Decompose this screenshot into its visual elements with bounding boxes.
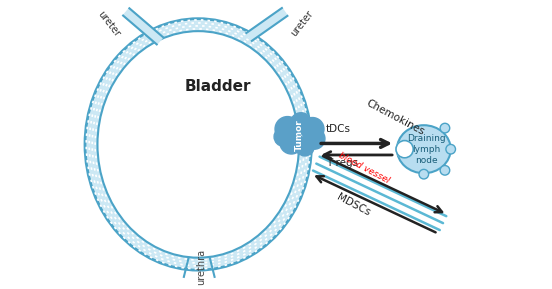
Circle shape [446,144,455,154]
Text: Chemokines: Chemokines [364,98,426,137]
Ellipse shape [397,125,450,173]
Circle shape [295,137,315,156]
Circle shape [396,140,413,158]
Circle shape [301,118,324,140]
Ellipse shape [85,19,311,270]
Circle shape [304,128,325,149]
Circle shape [440,123,450,133]
Circle shape [275,116,300,142]
Circle shape [290,113,311,134]
Circle shape [419,169,428,179]
Text: ureter: ureter [96,9,122,38]
Polygon shape [246,8,288,41]
Text: blood vessel: blood vessel [337,151,391,186]
Text: Tumor: Tumor [295,119,304,151]
Text: urethra: urethra [196,249,206,285]
Circle shape [280,131,303,154]
Text: ureter: ureter [289,9,315,38]
Circle shape [274,127,293,146]
Text: tDCs: tDCs [326,124,351,134]
Text: T regs: T regs [326,158,358,168]
Ellipse shape [98,31,299,258]
Text: MDSCs: MDSCs [336,192,372,218]
Circle shape [440,166,450,175]
Text: Bladder: Bladder [184,79,251,94]
Polygon shape [123,8,163,45]
Text: Draining
lymph
node: Draining lymph node [407,134,446,165]
